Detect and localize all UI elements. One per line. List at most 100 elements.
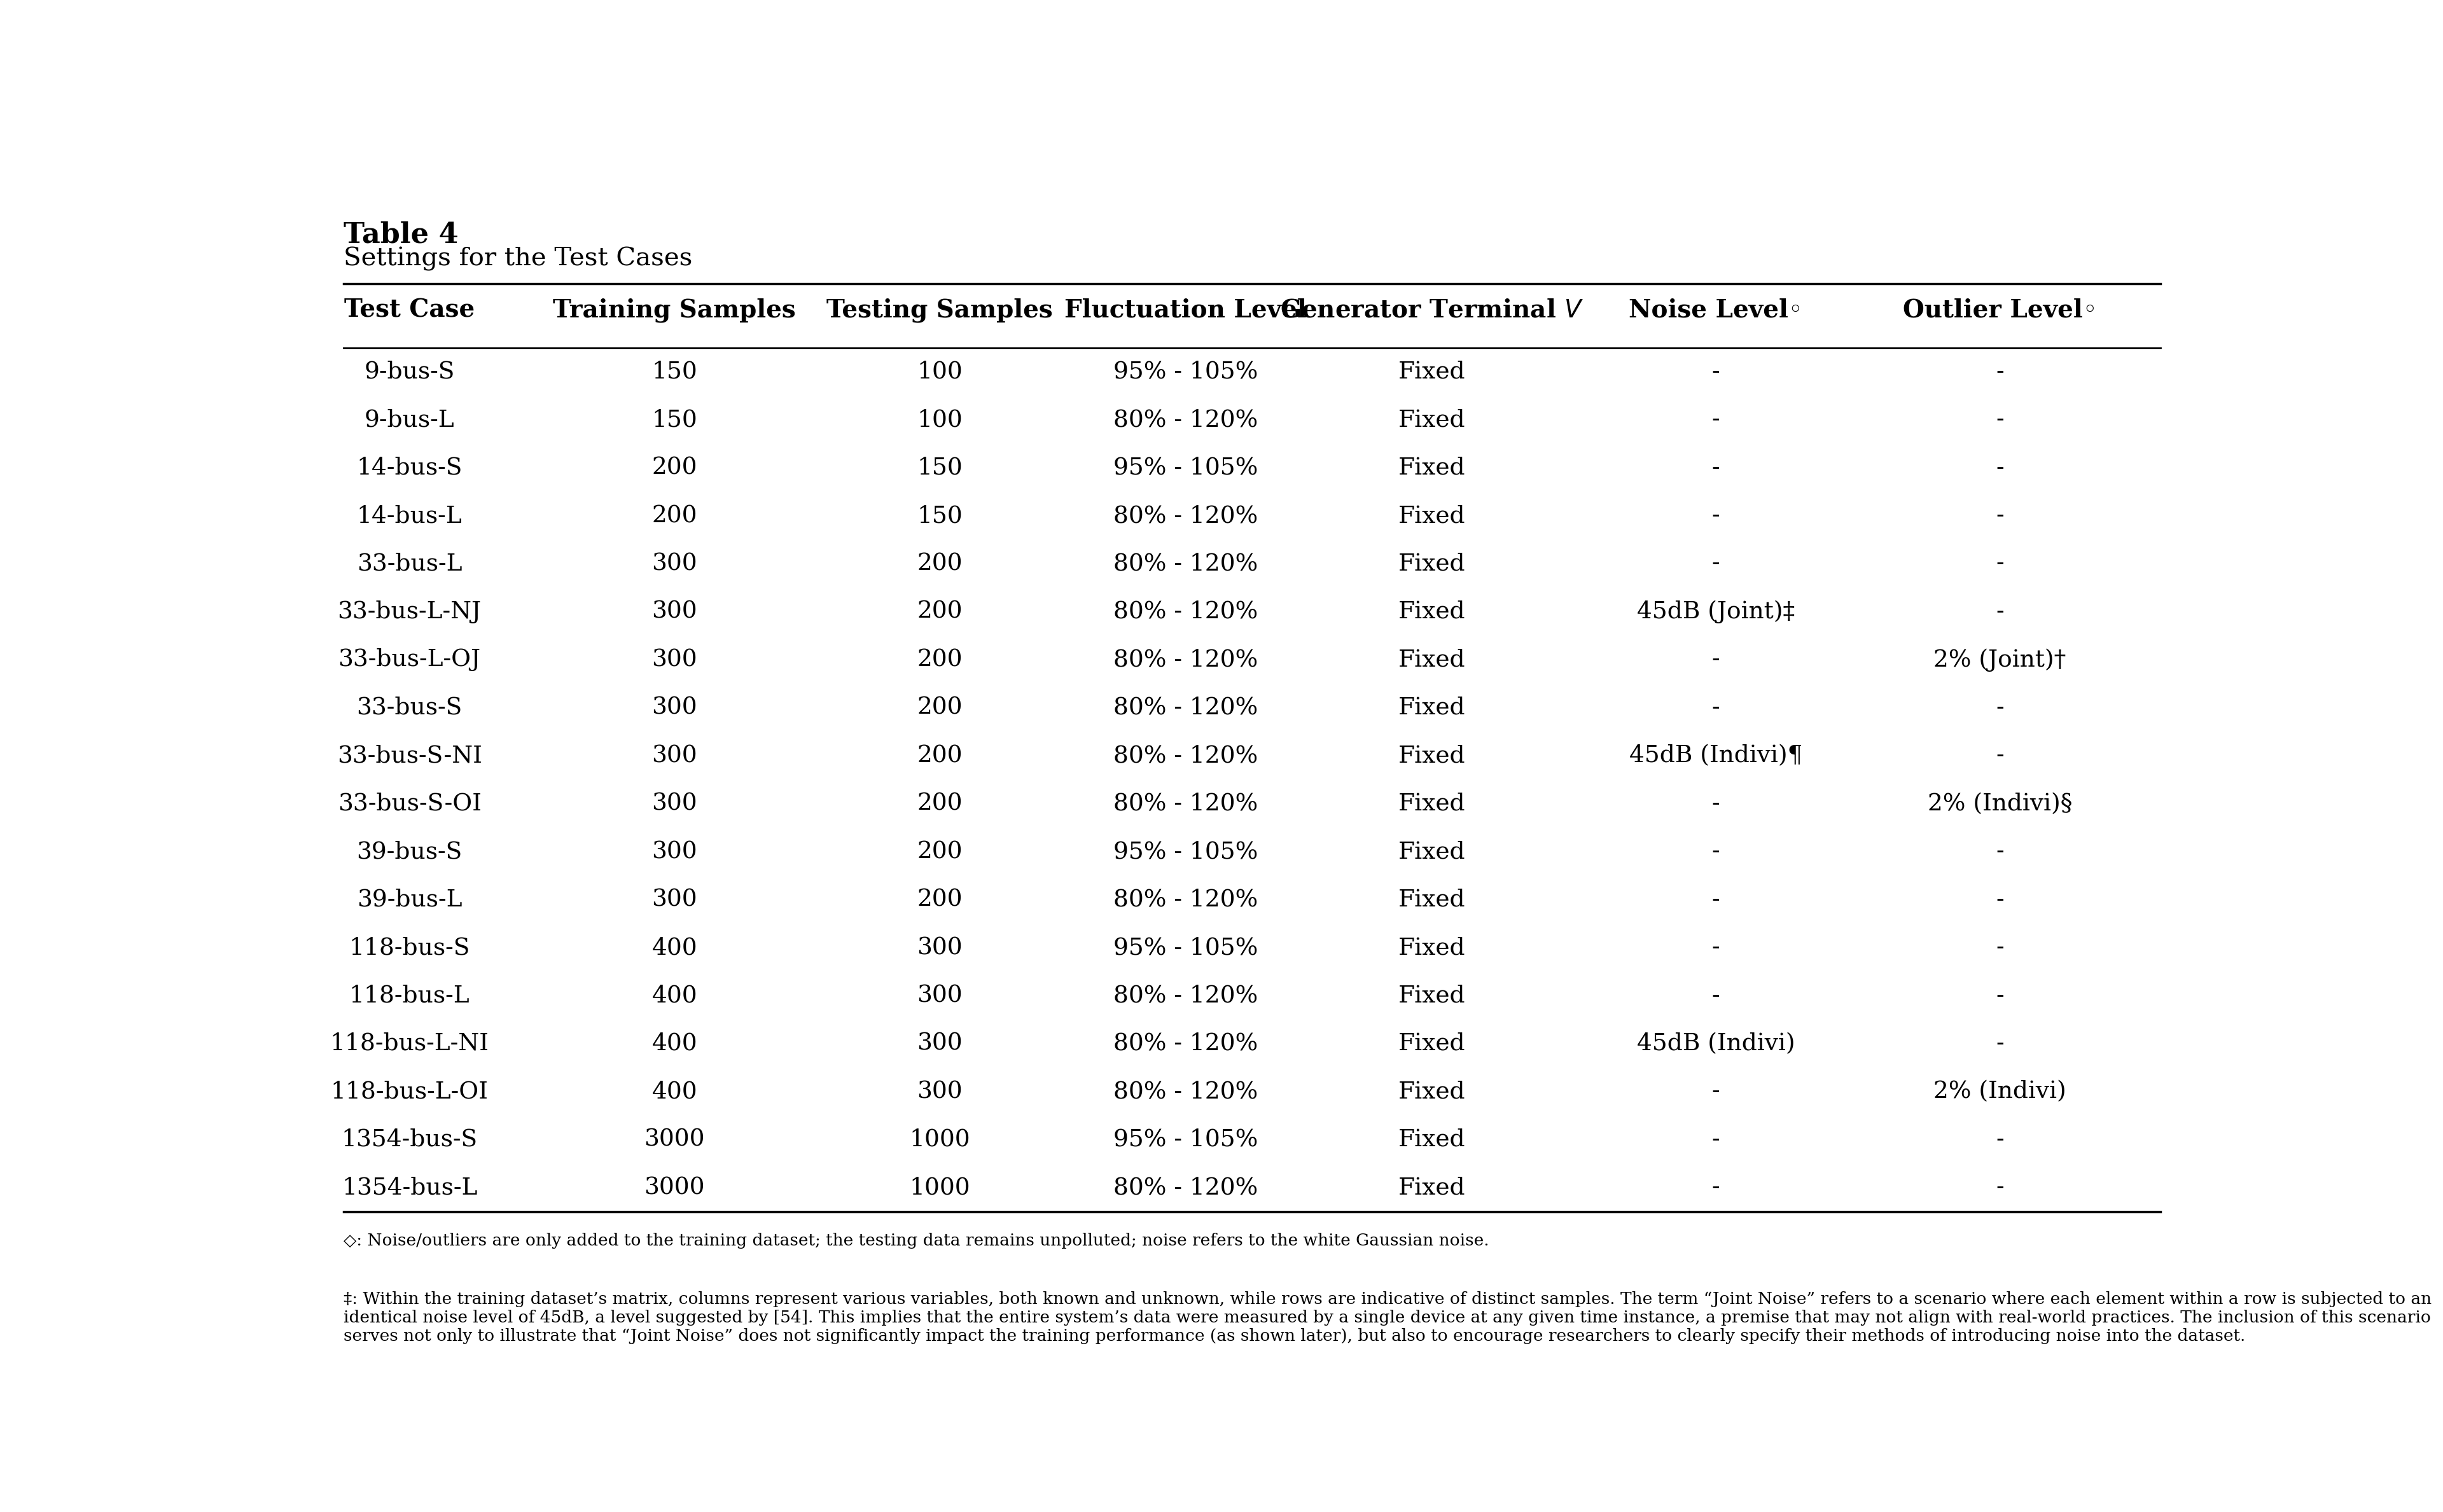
Text: Fixed: Fixed	[1397, 1128, 1466, 1151]
Text: Fixed: Fixed	[1397, 552, 1466, 576]
Text: 118-bus-L: 118-bus-L	[349, 984, 469, 1007]
Text: 80% - 120%: 80% - 120%	[1114, 552, 1258, 576]
Text: -: -	[1713, 1081, 1720, 1104]
Text: -: -	[1713, 936, 1720, 959]
Text: 80% - 120%: 80% - 120%	[1114, 1081, 1258, 1104]
Text: 80% - 120%: 80% - 120%	[1114, 744, 1258, 767]
Text: 80% - 120%: 80% - 120%	[1114, 984, 1258, 1007]
Text: Settings for the Test Cases: Settings for the Test Cases	[342, 246, 691, 271]
Text: 33-bus-S-OI: 33-bus-S-OI	[337, 792, 481, 815]
Text: -: -	[1996, 552, 2003, 576]
Text: -: -	[1713, 360, 1720, 384]
Text: -: -	[1996, 360, 2003, 384]
Text: 300: 300	[652, 744, 696, 767]
Text: 80% - 120%: 80% - 120%	[1114, 889, 1258, 912]
Text: ◇: Noise/outliers are only added to the training dataset; the testing data remai: ◇: Noise/outliers are only added to the …	[342, 1232, 1488, 1249]
Text: -: -	[1996, 600, 2003, 623]
Text: 100: 100	[916, 408, 963, 431]
Text: -: -	[1996, 984, 2003, 1007]
Text: Fluctuation Level: Fluctuation Level	[1065, 298, 1307, 322]
Text: Fixed: Fixed	[1397, 744, 1466, 767]
Text: Fixed: Fixed	[1397, 649, 1466, 671]
Text: 300: 300	[652, 649, 696, 671]
Text: Outlier Level◦: Outlier Level◦	[1903, 298, 2096, 322]
Text: 1354-bus-S: 1354-bus-S	[342, 1128, 479, 1151]
Text: Fixed: Fixed	[1397, 792, 1466, 815]
Text: Table 4: Table 4	[342, 221, 459, 248]
Text: 400: 400	[652, 1081, 696, 1104]
Text: 200: 200	[916, 552, 963, 576]
Text: 80% - 120%: 80% - 120%	[1114, 649, 1258, 671]
Text: 118-bus-L-OI: 118-bus-L-OI	[330, 1081, 489, 1104]
Text: Fixed: Fixed	[1397, 936, 1466, 959]
Text: 300: 300	[652, 697, 696, 720]
Text: 300: 300	[652, 600, 696, 623]
Text: 200: 200	[916, 697, 963, 720]
Text: 150: 150	[916, 457, 963, 479]
Text: 39-bus-L: 39-bus-L	[357, 889, 462, 912]
Text: 33-bus-L-NJ: 33-bus-L-NJ	[337, 600, 481, 623]
Text: 39-bus-S: 39-bus-S	[357, 841, 462, 863]
Text: Generator Terminal $V$: Generator Terminal $V$	[1280, 298, 1583, 322]
Text: Fixed: Fixed	[1397, 1176, 1466, 1199]
Text: 45dB (Joint)‡: 45dB (Joint)‡	[1637, 600, 1796, 623]
Text: Testing Samples: Testing Samples	[826, 298, 1053, 322]
Text: 300: 300	[652, 552, 696, 576]
Text: 95% - 105%: 95% - 105%	[1114, 936, 1258, 959]
Text: -: -	[1713, 889, 1720, 912]
Text: 1000: 1000	[909, 1128, 970, 1151]
Text: -: -	[1713, 697, 1720, 720]
Text: 14-bus-L: 14-bus-L	[357, 505, 462, 528]
Text: Fixed: Fixed	[1397, 408, 1466, 431]
Text: 150: 150	[652, 360, 696, 384]
Text: 200: 200	[916, 600, 963, 623]
Text: Test Case: Test Case	[344, 298, 474, 322]
Text: 80% - 120%: 80% - 120%	[1114, 408, 1258, 431]
Text: -: -	[1996, 1033, 2003, 1055]
Text: 1000: 1000	[909, 1176, 970, 1199]
Text: 80% - 120%: 80% - 120%	[1114, 600, 1258, 623]
Text: 200: 200	[916, 649, 963, 671]
Text: -: -	[1713, 1128, 1720, 1151]
Text: 300: 300	[652, 841, 696, 863]
Text: -: -	[1713, 457, 1720, 479]
Text: 300: 300	[916, 1033, 963, 1055]
Text: 300: 300	[916, 936, 963, 959]
Text: Fixed: Fixed	[1397, 1081, 1466, 1104]
Text: Fixed: Fixed	[1397, 841, 1466, 863]
Text: 400: 400	[652, 1033, 696, 1055]
Text: 2% (Joint)†: 2% (Joint)†	[1932, 649, 2067, 671]
Text: Fixed: Fixed	[1397, 889, 1466, 912]
Text: -: -	[1713, 505, 1720, 528]
Text: 33-bus-S: 33-bus-S	[357, 697, 462, 720]
Text: -: -	[1713, 984, 1720, 1007]
Text: -: -	[1713, 792, 1720, 815]
Text: 3000: 3000	[645, 1128, 706, 1151]
Text: Training Samples: Training Samples	[552, 298, 796, 322]
Text: 33-bus-S-NI: 33-bus-S-NI	[337, 744, 481, 767]
Text: 200: 200	[652, 457, 696, 479]
Text: 80% - 120%: 80% - 120%	[1114, 697, 1258, 720]
Text: -: -	[1996, 936, 2003, 959]
Text: 95% - 105%: 95% - 105%	[1114, 1128, 1258, 1151]
Text: 300: 300	[652, 792, 696, 815]
Text: 80% - 120%: 80% - 120%	[1114, 792, 1258, 815]
Text: 1354-bus-L: 1354-bus-L	[342, 1176, 476, 1199]
Text: Fixed: Fixed	[1397, 505, 1466, 528]
Text: 300: 300	[652, 889, 696, 912]
Text: -: -	[1996, 408, 2003, 431]
Text: 2% (Indivi)§: 2% (Indivi)§	[1928, 792, 2072, 815]
Text: 200: 200	[916, 889, 963, 912]
Text: 150: 150	[652, 408, 696, 431]
Text: 9-bus-L: 9-bus-L	[364, 408, 454, 431]
Text: 80% - 120%: 80% - 120%	[1114, 505, 1258, 528]
Text: 200: 200	[916, 744, 963, 767]
Text: 95% - 105%: 95% - 105%	[1114, 360, 1258, 384]
Text: 80% - 120%: 80% - 120%	[1114, 1176, 1258, 1199]
Text: Noise Level◦: Noise Level◦	[1629, 298, 1803, 322]
Text: Fixed: Fixed	[1397, 457, 1466, 479]
Text: -: -	[1713, 1176, 1720, 1199]
Text: 118-bus-L-NI: 118-bus-L-NI	[330, 1033, 489, 1055]
Text: 150: 150	[916, 505, 963, 528]
Text: -: -	[1996, 457, 2003, 479]
